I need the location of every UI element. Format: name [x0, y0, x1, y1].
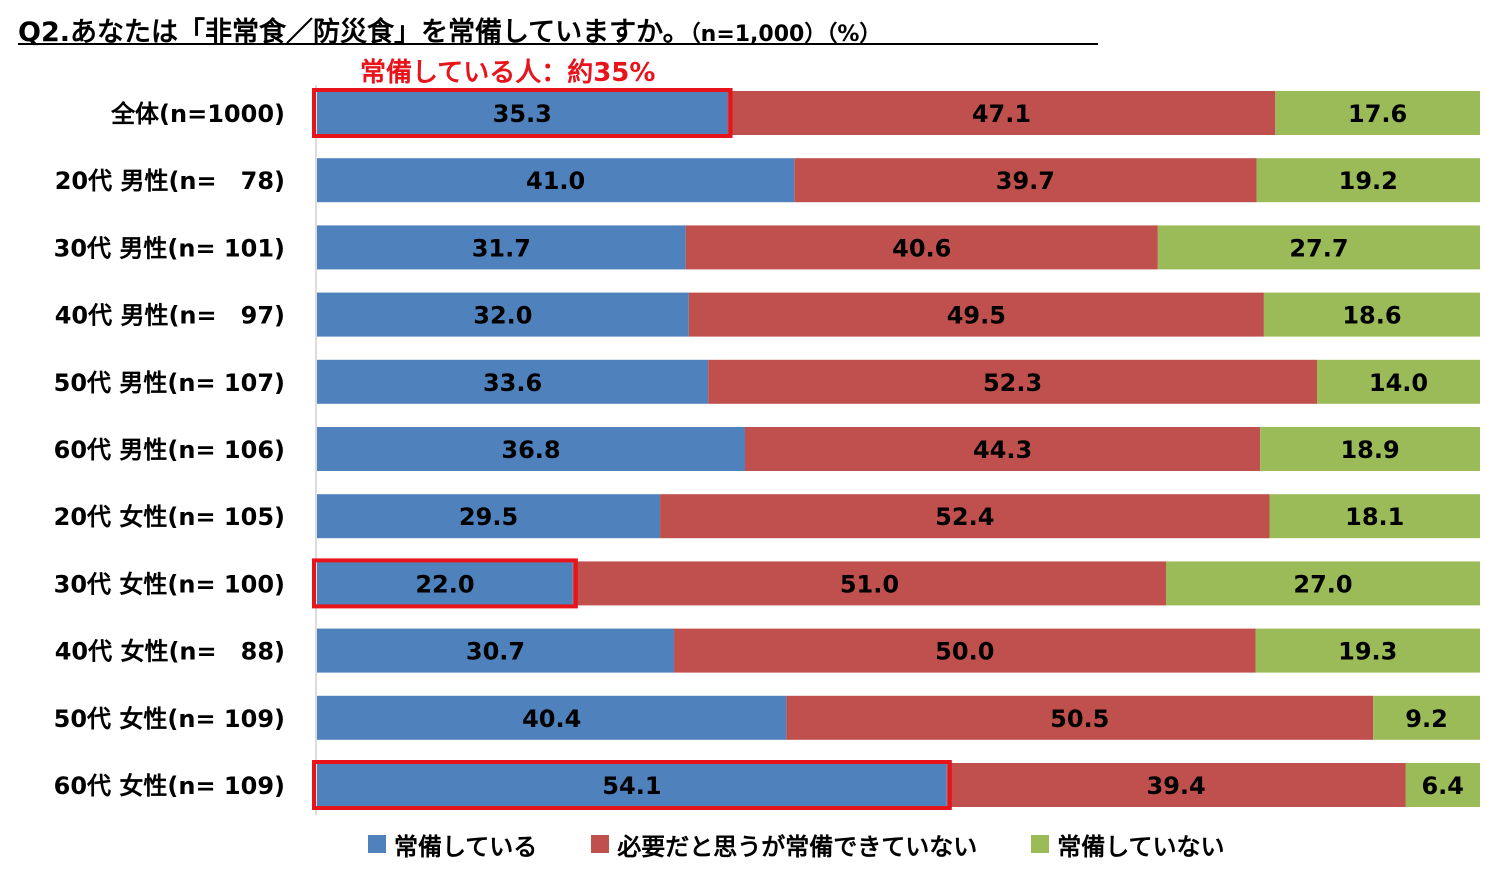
category-label: 20代 女性(n= 105)	[54, 503, 285, 531]
legend-swatch	[591, 835, 610, 853]
highlight-box	[312, 88, 733, 138]
bar-segment	[1373, 695, 1480, 740]
data-label: 27.7	[1289, 234, 1348, 262]
bar-segment	[786, 695, 1374, 740]
category-label: 30代 男性(n= 101)	[54, 234, 285, 262]
category-label: 60代 女性(n= 109)	[54, 772, 285, 800]
legend-item: 常備していない	[1031, 827, 1225, 862]
category-label: 50代 女性(n= 109)	[54, 705, 285, 733]
category-label: 20代 男性(n= 78)	[55, 167, 285, 195]
bar-segment	[744, 427, 1261, 471]
data-label: 17.6	[1348, 100, 1407, 128]
bar-segment	[1157, 225, 1480, 270]
bar-segment	[572, 561, 1166, 606]
chart-title-unit: （n=1,000）（%）	[689, 22, 882, 47]
legend-label: 常備している	[394, 832, 538, 861]
data-label: 39.4	[1147, 772, 1206, 800]
data-label: 9.2	[1405, 705, 1448, 733]
bar-segment	[1317, 359, 1480, 404]
highlight-box	[312, 760, 952, 810]
bar-segment	[317, 292, 689, 337]
bar-segment	[317, 158, 795, 203]
bar-segment	[317, 561, 573, 606]
data-label: 52.3	[983, 369, 1042, 397]
bar-segment	[317, 628, 675, 673]
legend-item: 必要だと思うが常備できていない	[591, 827, 977, 862]
data-label: 50.0	[935, 638, 994, 666]
data-label: 29.5	[459, 503, 518, 531]
data-label: 14.0	[1369, 369, 1428, 397]
legend-label: 必要だと思うが常備できていない	[617, 832, 978, 861]
category-label: 30代 女性(n= 100)	[54, 570, 285, 598]
data-label: 19.3	[1338, 638, 1397, 666]
data-label: 40.6	[892, 234, 951, 262]
bar-segment	[317, 427, 745, 471]
bar-segment	[685, 225, 1158, 270]
data-label: 33.6	[483, 369, 542, 397]
legend-swatch	[368, 835, 386, 853]
data-label: 30.7	[466, 638, 525, 666]
bar-segment	[1269, 494, 1480, 539]
bar-segment	[674, 628, 1256, 673]
bar-segment	[317, 494, 661, 539]
bar-segment	[317, 91, 728, 135]
bar-segment	[688, 292, 1264, 337]
data-label: 31.7	[472, 234, 531, 262]
chart-title-main: Q2.あなたは「非常食／防災食」を常備していますか。	[18, 17, 690, 48]
data-label: 50.5	[1050, 705, 1109, 733]
category-label: 50代 男性(n= 107)	[54, 369, 285, 397]
bar-segment	[946, 763, 1406, 807]
bar-segment	[708, 359, 1318, 404]
bar-segment	[794, 158, 1257, 203]
annotation-text: 常備している人：約35%	[360, 58, 656, 88]
data-label: 18.1	[1345, 503, 1404, 531]
legend-item: 常備している	[368, 827, 537, 862]
bar-segment	[317, 695, 787, 740]
title-underline	[18, 43, 1098, 45]
bar-segment	[1260, 427, 1480, 471]
data-label: 47.1	[972, 100, 1031, 128]
data-label: 40.4	[522, 705, 581, 733]
category-label: 全体(n=1000)	[110, 100, 285, 128]
bar-segment	[1263, 292, 1480, 337]
data-label: 44.3	[973, 436, 1032, 464]
category-label: 40代 女性(n= 88)	[55, 638, 285, 666]
data-label: 27.0	[1293, 570, 1352, 598]
bar-segment	[1255, 628, 1480, 673]
bar-segment	[317, 359, 709, 404]
bar-segment	[1405, 763, 1480, 807]
bar-segment	[1256, 158, 1480, 203]
bar-segment	[1165, 561, 1480, 606]
data-label: 36.8	[501, 436, 560, 464]
data-label: 51.0	[840, 570, 899, 598]
data-label: 22.0	[415, 570, 474, 598]
bar-segment	[1275, 91, 1480, 135]
data-label: 54.1	[602, 772, 661, 800]
legend-swatch	[1031, 835, 1050, 853]
data-label: 52.4	[935, 503, 994, 531]
category-label: 60代 男性(n= 106)	[54, 436, 285, 464]
data-label: 49.5	[947, 302, 1006, 330]
highlight-box	[312, 558, 578, 609]
bar-segment	[317, 763, 947, 807]
chart-title: Q2.あなたは「非常食／防災食」を常備していますか。（n=1,000）（%）	[18, 10, 881, 49]
category-label: 40代 男性(n= 97)	[55, 302, 285, 330]
data-label: 6.4	[1421, 772, 1464, 800]
data-label: 32.0	[473, 302, 532, 330]
legend: 常備している 必要だと思うが常備できていない 常備していない	[368, 827, 1279, 862]
data-label: 35.3	[493, 100, 552, 128]
legend-label: 常備していない	[1057, 832, 1225, 861]
data-label: 41.0	[526, 167, 585, 195]
data-label: 39.7	[996, 167, 1055, 195]
data-label: 19.2	[1339, 167, 1398, 195]
bar-segment	[660, 494, 1270, 539]
data-label: 18.9	[1340, 436, 1399, 464]
data-label: 18.6	[1342, 302, 1401, 330]
bar-segment	[317, 225, 686, 270]
bar-segment	[727, 91, 1276, 135]
